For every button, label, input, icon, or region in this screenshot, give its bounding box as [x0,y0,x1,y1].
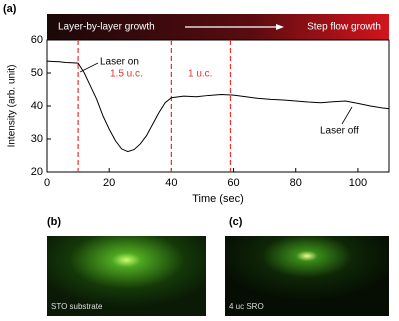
x-tick-label: 60 [227,177,239,189]
x-tick-label: 100 [349,177,367,189]
x-tick-label: 40 [165,177,177,189]
x-axis-label: Time (sec) [192,193,244,205]
data-line [46,60,390,153]
banner-text: Layer-by-layer growth [58,22,155,33]
y-tick-label: 20 [31,166,43,178]
x-tick-label: 0 [44,177,50,189]
annotation: 1.5 u.c. [110,69,143,80]
rheed-image [47,236,206,316]
panel-label: (a) [3,3,17,15]
rheed-image [225,236,389,316]
y-tick-label: 60 [31,34,43,46]
y-tick-label: 50 [31,67,43,79]
y-tick-label: 40 [31,100,43,112]
plot-frame [46,39,390,173]
banner-arrowhead [276,24,284,30]
x-tick-label: 20 [103,177,115,189]
x-tick-label: 80 [290,177,302,189]
image-caption: STO substrate [51,302,103,311]
panel-label: (c) [229,216,243,228]
annotation: 1 u.c. [188,69,212,80]
annotation: Laser off [320,126,359,137]
annotation: Laser on [100,57,139,68]
y-axis-label: Intensity (arb. unit) [7,65,18,148]
y-tick-label: 30 [31,133,43,145]
panel-label: (b) [47,216,61,228]
annotation-arrow [341,106,353,125]
image-caption: 4 uc SRO [229,302,264,311]
banner-text: Step flow growth [307,22,381,33]
